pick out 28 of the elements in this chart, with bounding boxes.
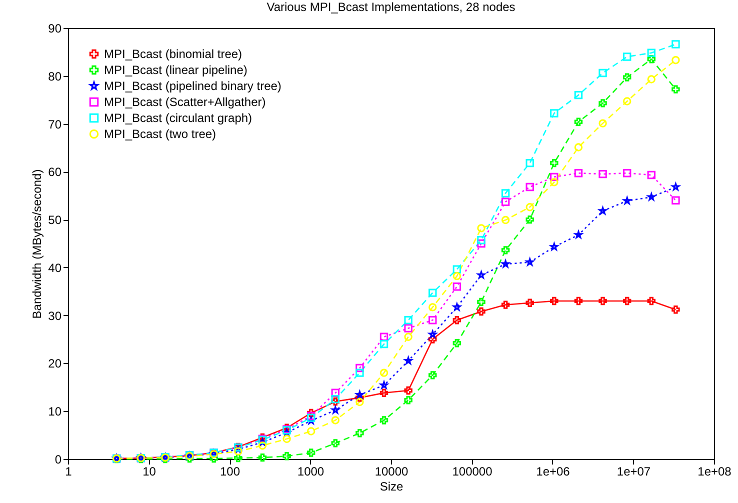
x-tick-label: 10 [142,464,156,478]
y-tick-label: 60 [48,165,62,180]
x-tick-label: 10000 [374,464,409,478]
y-tick-label: 80 [48,69,62,84]
x-tick-label: 100 [220,464,240,478]
y-tick-label: 0 [54,452,62,466]
chart-title: Various MPI_Bcast Implementations, 28 nodes [266,0,516,14]
y-tick-label: 10 [48,404,62,419]
legend-label: MPI_Bcast (two tree) [104,127,216,141]
x-tick-label: 1000 [297,464,324,478]
y-tick-label: 50 [48,213,62,228]
y-tick-label: 30 [48,308,62,323]
legend-label: MPI_Bcast (pipelined binary tree) [104,79,282,93]
y-tick-label: 70 [48,117,62,132]
x-tick-label: 1 [65,464,72,478]
x-tick-label: 1e+08 [698,464,732,478]
y-tick-label: 90 [48,22,62,36]
legend-label: MPI_Bcast (Scatter+Allgather) [104,95,266,109]
y-tick-label: 20 [48,356,62,371]
y-axis-title: Bandwidth (MBytes/second) [30,169,44,319]
legend-label: MPI_Bcast (circulant graph) [104,111,252,125]
x-tick-label: 100000 [452,464,493,478]
legend-label: MPI_Bcast (binomial tree) [104,47,242,61]
legend-label: MPI_Bcast (linear pipeline) [104,63,248,77]
x-tick-label: 1e+07 [616,464,651,478]
y-tick-label: 40 [48,260,62,275]
x-tick-label: 1e+06 [536,464,570,478]
x-axis-title: Size [380,480,404,494]
